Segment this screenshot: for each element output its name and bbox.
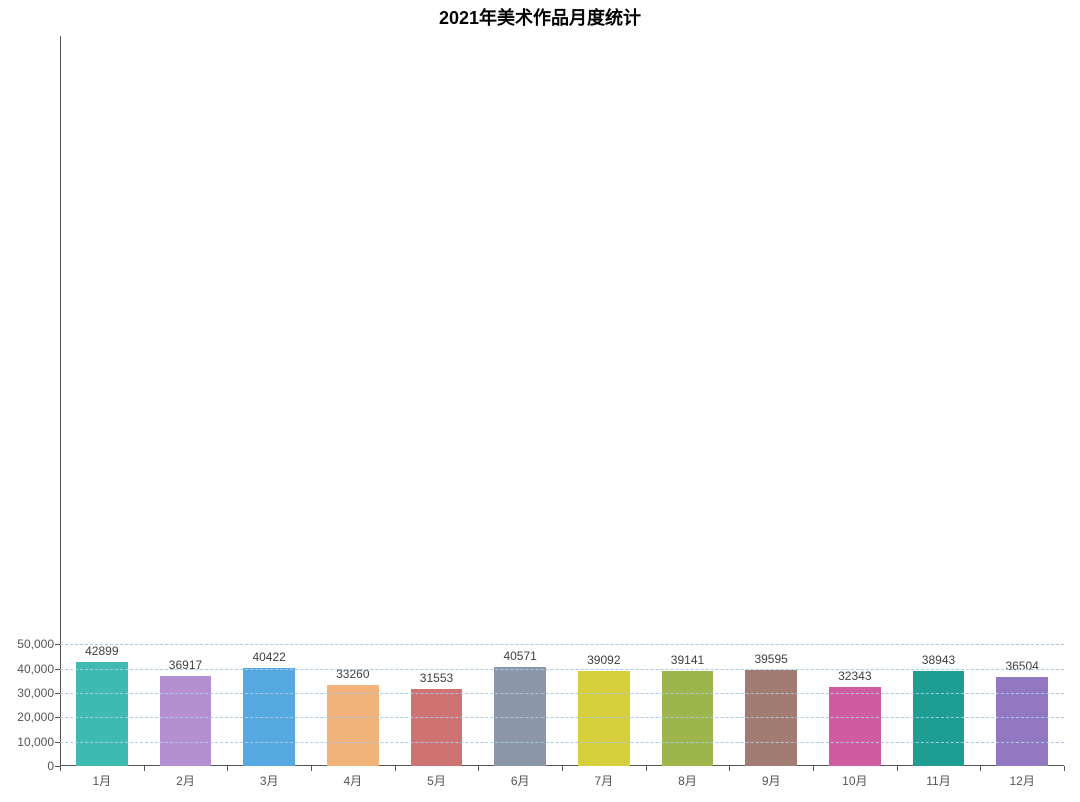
x-tick-label: 1月 [92, 772, 111, 789]
chart-title: 2021年美术作品月度统计 [0, 4, 1080, 30]
y-tick-label: 30,000 [17, 686, 54, 700]
bar-value-label: 39595 [754, 652, 787, 666]
x-tick-mark [395, 766, 396, 771]
y-tick-label: 50,000 [17, 637, 54, 651]
bar: 42899 [76, 662, 128, 766]
y-tick-mark [55, 717, 60, 718]
bar: 36917 [160, 676, 212, 766]
x-tick-label: 8月 [678, 772, 697, 789]
bar: 33260 [327, 685, 379, 766]
bar-value-label: 38943 [922, 653, 955, 667]
x-tick-label: 10月 [842, 772, 867, 789]
x-tick-label: 6月 [511, 772, 530, 789]
bar: 32343 [829, 687, 881, 766]
gridline [60, 717, 1064, 718]
chart-container: 2021年美术作品月度统计 42899369174042233260315534… [0, 0, 1080, 802]
x-tick-mark [813, 766, 814, 771]
x-tick-mark [144, 766, 145, 771]
x-tick-label: 2月 [176, 772, 195, 789]
x-tick-label: 9月 [762, 772, 781, 789]
bars-group: 42899 36917 40422 33260 31553 40571 39092 39141… [60, 36, 1064, 766]
y-tick-label: 40,000 [17, 662, 54, 676]
gridline [60, 669, 1064, 670]
y-tick-mark [55, 693, 60, 694]
bar-value-label: 40422 [252, 650, 285, 664]
x-tick-mark [562, 766, 563, 771]
gridline [60, 644, 1064, 645]
y-tick-mark [55, 766, 60, 767]
x-tick-mark [478, 766, 479, 771]
bar: 36504 [996, 677, 1048, 766]
x-tick-mark [646, 766, 647, 771]
x-tick-mark [1064, 766, 1065, 771]
x-tick-mark [227, 766, 228, 771]
bar-value-label: 42899 [85, 644, 118, 658]
bar-value-label: 36504 [1005, 659, 1038, 673]
x-tick-mark [60, 766, 61, 771]
gridline [60, 742, 1064, 743]
bar: 39141 [662, 671, 714, 766]
y-tick-label: 10,000 [17, 735, 54, 749]
y-tick-mark [55, 669, 60, 670]
y-tick-label: 20,000 [17, 710, 54, 724]
x-tick-label: 5月 [427, 772, 446, 789]
bar: 38943 [913, 671, 965, 766]
bar-value-label: 40571 [503, 649, 536, 663]
x-tick-label: 7月 [594, 772, 613, 789]
x-tick-label: 3月 [260, 772, 279, 789]
x-tick-mark [980, 766, 981, 771]
x-tick-label: 4月 [343, 772, 362, 789]
y-tick-mark [55, 742, 60, 743]
bar-value-label: 32343 [838, 669, 871, 683]
x-tick-mark [729, 766, 730, 771]
bar: 39092 [578, 671, 630, 766]
x-tick-mark [897, 766, 898, 771]
y-tick-mark [55, 644, 60, 645]
plot-area: 42899 36917 40422 33260 31553 40571 39092 39141… [60, 36, 1064, 766]
x-tick-mark [311, 766, 312, 771]
bar-value-label: 36917 [169, 658, 202, 672]
bar: 31553 [411, 689, 463, 766]
x-tick-label: 12月 [1009, 772, 1034, 789]
x-tick-label: 11月 [926, 772, 950, 789]
bar-value-label: 31553 [420, 671, 453, 685]
x-ticks-group [60, 766, 1064, 771]
bar-value-label: 39092 [587, 653, 620, 667]
gridline [60, 693, 1064, 694]
bar-value-label: 39141 [671, 653, 704, 667]
y-tick-label: 0 [47, 759, 54, 773]
